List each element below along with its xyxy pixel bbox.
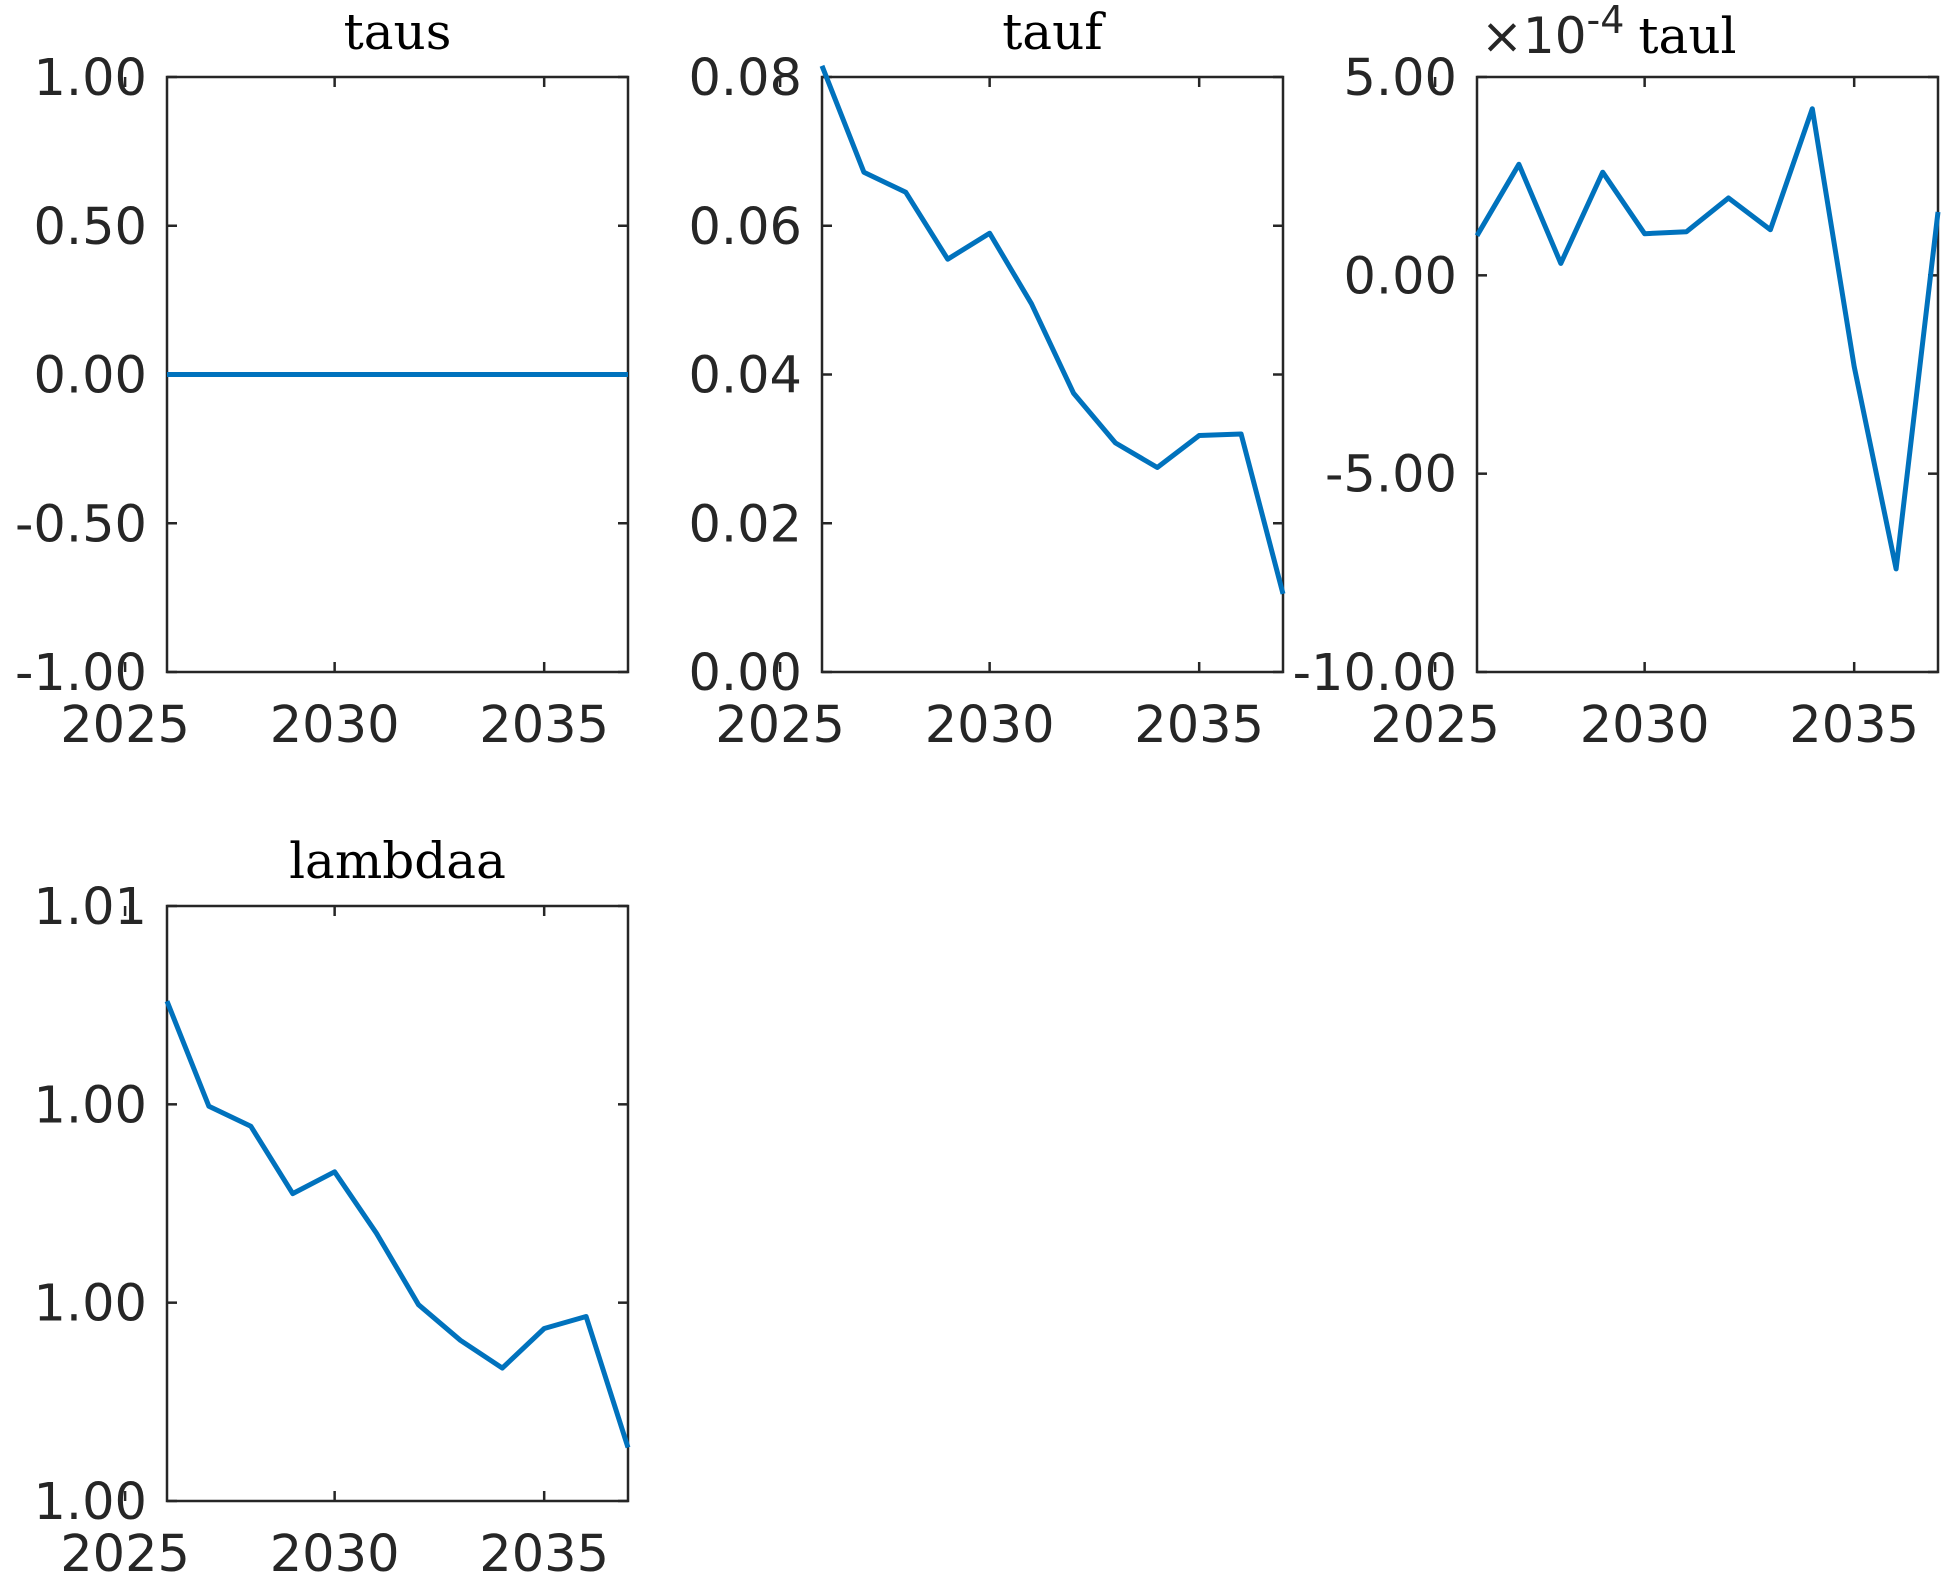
exponent-base: ×10	[1481, 7, 1587, 65]
x-tick-label: 2035	[1134, 696, 1264, 755]
x-tick-label: 2025	[1370, 696, 1500, 755]
y-tick-label: 0.02	[688, 495, 802, 554]
y-tick-label: 0.04	[688, 347, 802, 406]
x-tick-label: 2030	[1580, 696, 1710, 755]
series-line-lambdaa	[164, 1000, 631, 1449]
x-tick-label: 2025	[715, 696, 845, 755]
exponent-power: -4	[1587, 0, 1625, 42]
y-tick-label: -0.50	[15, 495, 147, 554]
axis-exponent-and-title: ×10-4 taul	[1481, 0, 1737, 65]
y-tick-label: 0.08	[688, 49, 802, 108]
y-tick-label: -5.00	[1325, 446, 1457, 505]
y-tick-label: 1.01	[33, 878, 147, 937]
plot-title: taul	[1638, 7, 1736, 65]
plot-title: lambdaa	[289, 832, 506, 890]
y-tick-label: -10.00	[1293, 644, 1457, 703]
y-tick-label: 1.00	[33, 1076, 147, 1135]
series-line-tauf	[819, 64, 1286, 595]
subplot-tauf: 2025 2030 2035 0.00 0.02 0.04 0.06 0.08 tauf	[688, 3, 1286, 755]
x-tick-label: 2030	[270, 696, 400, 755]
y-tick-label: 1.00	[33, 49, 147, 108]
x-tick-label: 2030	[925, 696, 1055, 755]
y-tick-label: 1.00	[33, 1473, 147, 1532]
y-tick-label: 0.00	[688, 644, 802, 703]
x-tick-label: 2025	[60, 696, 190, 755]
y-tick-label: 0.00	[1343, 247, 1457, 306]
axes-box	[165, 904, 630, 1503]
subplot-lambdaa: 2025 2030 2035 1.00 1.00 1.00 1.01 lambdaa	[33, 832, 631, 1579]
series-line-taul	[1474, 106, 1941, 572]
x-tick-label: 2035	[479, 1525, 609, 1579]
y-tick-label: 0.50	[33, 198, 147, 257]
y-tick-label: 5.00	[1343, 49, 1457, 108]
plot-title: tauf	[1002, 3, 1106, 61]
x-tick-label: 2030	[270, 1525, 400, 1579]
axes-box	[1475, 75, 1940, 674]
plot-title: taus	[344, 3, 452, 61]
y-tick-label: 1.00	[33, 1275, 147, 1334]
subplot-taus: 2025 2030 2035 -1.00 -0.50 0.00 0.50 1.00 taus	[15, 3, 630, 755]
x-tick-label: 2035	[479, 696, 609, 755]
y-tick-label: 0.00	[33, 347, 147, 406]
subplot-taul: 2025 2030 2035 -10.00 -5.00 0.00 5.00 ×10-4 taul	[1293, 0, 1941, 755]
x-tick-label: 2025	[60, 1525, 190, 1579]
y-tick-label: -1.00	[15, 644, 147, 703]
y-tick-label: 0.06	[688, 198, 802, 257]
x-tick-label: 2035	[1789, 696, 1919, 755]
